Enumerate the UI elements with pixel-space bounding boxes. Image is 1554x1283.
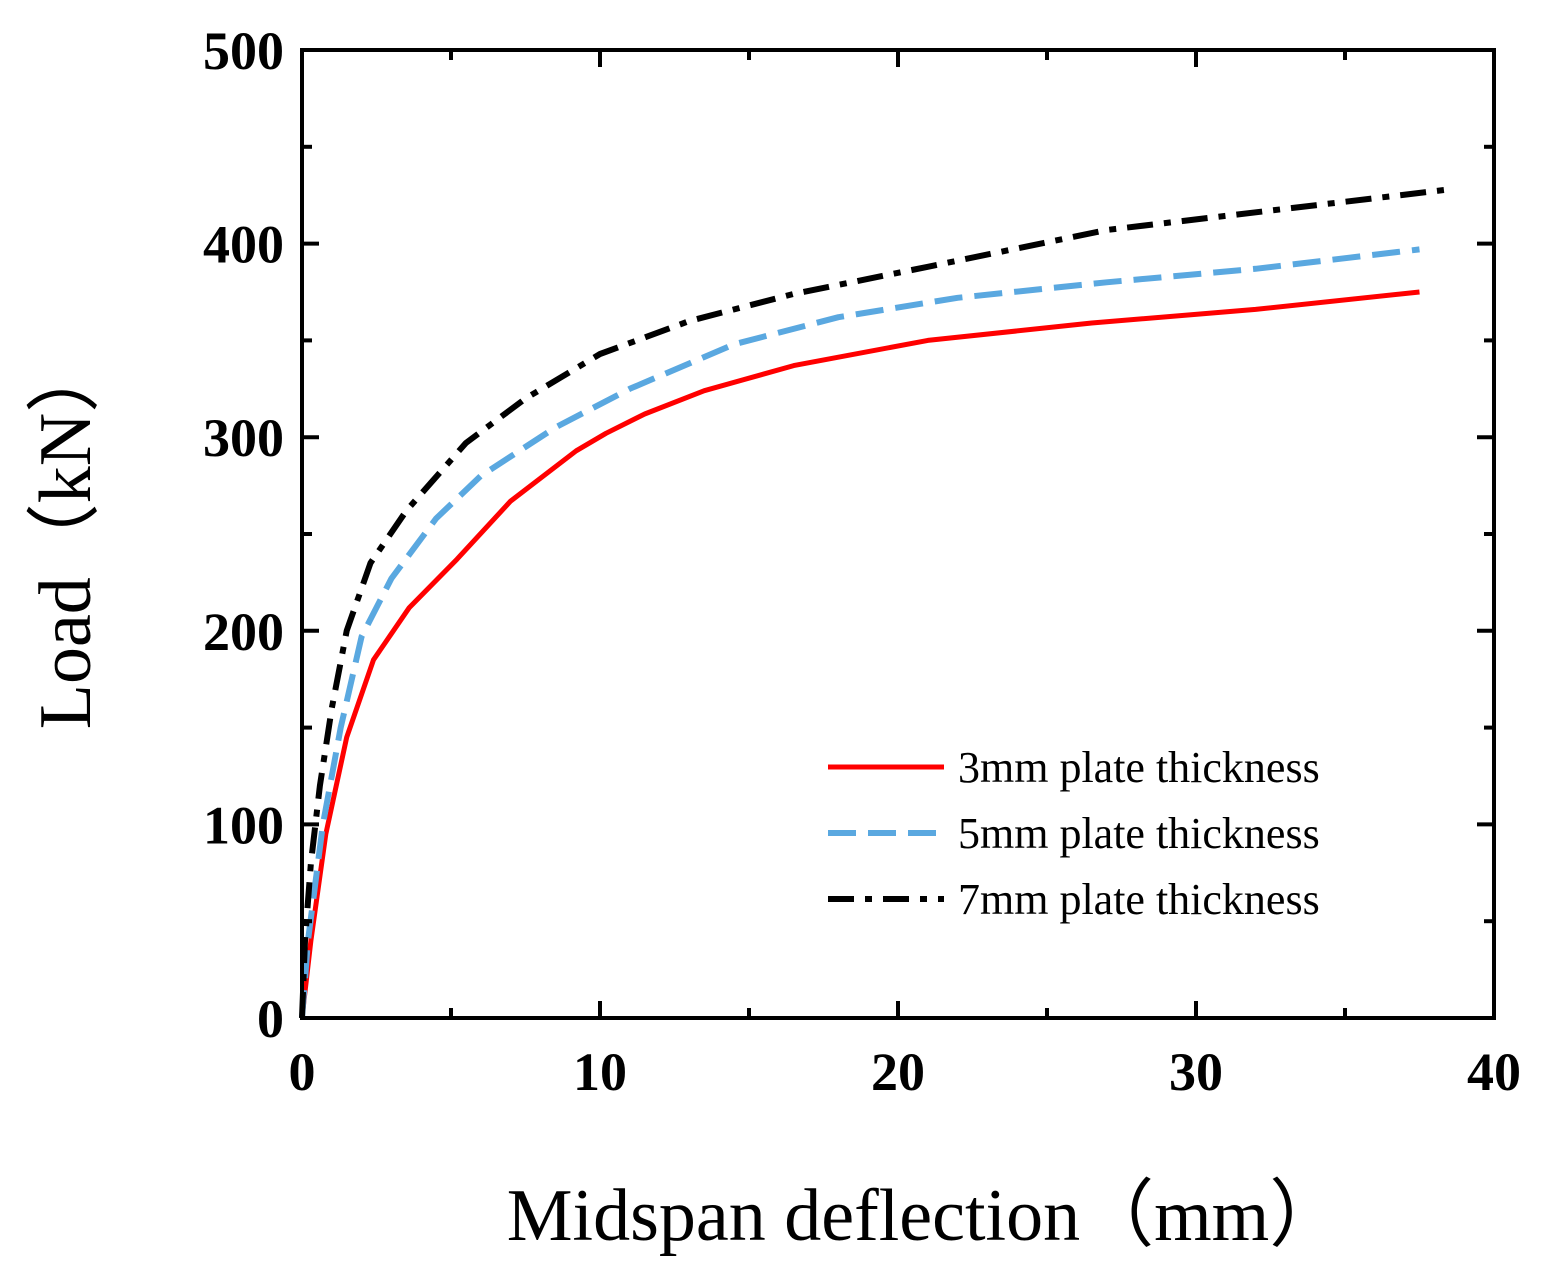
y-tick-label: 400 bbox=[203, 215, 284, 275]
legend: 3mm plate thickness 5mm plate thickness … bbox=[828, 743, 1320, 924]
y-tick-label: 0 bbox=[257, 989, 284, 1049]
legend-label-7mm: 7mm plate thickness bbox=[958, 875, 1320, 924]
y-axis-title: Load（kN） bbox=[25, 339, 107, 730]
series-layer bbox=[299, 186, 1450, 1019]
y-tick-label: 200 bbox=[203, 602, 284, 662]
x-axis-title: Midspan deflection（mm） bbox=[507, 1175, 1343, 1257]
y-tick-label: 100 bbox=[203, 795, 284, 855]
y-tick-label: 300 bbox=[203, 408, 284, 468]
series-line-2 bbox=[299, 246, 1420, 1019]
series-line-3 bbox=[299, 186, 1450, 1019]
x-tick-label: 10 bbox=[573, 1042, 627, 1102]
x-tick-label: 0 bbox=[289, 1042, 316, 1102]
x-tick-label: 40 bbox=[1467, 1042, 1521, 1102]
legend-label-5mm: 5mm plate thickness bbox=[958, 809, 1320, 858]
x-tick-label: 20 bbox=[871, 1042, 925, 1102]
x-tick-label: 30 bbox=[1169, 1042, 1223, 1102]
legend-label-3mm: 3mm plate thickness bbox=[958, 743, 1320, 792]
series-line-1 bbox=[299, 289, 1420, 1019]
y-tick-label: 500 bbox=[203, 21, 284, 81]
